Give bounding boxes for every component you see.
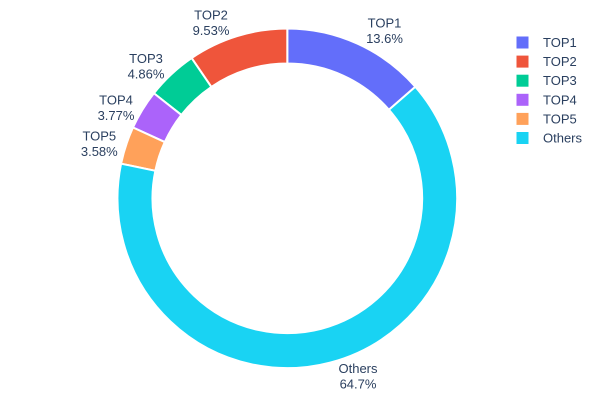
svg-text:13.6%: 13.6% xyxy=(366,31,403,46)
svg-text:3.58%: 3.58% xyxy=(81,144,118,159)
svg-text:TOP3: TOP3 xyxy=(129,51,163,66)
svg-text:TOP1: TOP1 xyxy=(543,35,577,50)
svg-text:4.86%: 4.86% xyxy=(128,66,165,81)
svg-text:9.53%: 9.53% xyxy=(193,23,230,38)
svg-text:64.7%: 64.7% xyxy=(340,377,377,392)
svg-text:TOP1: TOP1 xyxy=(368,16,402,31)
svg-text:TOP4: TOP4 xyxy=(99,92,133,107)
svg-text:TOP4: TOP4 xyxy=(543,92,577,107)
svg-text:TOP5: TOP5 xyxy=(543,111,577,126)
svg-text:3.77%: 3.77% xyxy=(98,108,135,123)
svg-text:TOP2: TOP2 xyxy=(543,54,577,69)
svg-text:Others: Others xyxy=(543,131,583,146)
svg-text:TOP3: TOP3 xyxy=(543,73,577,88)
svg-text:Others: Others xyxy=(338,361,378,376)
svg-text:TOP5: TOP5 xyxy=(82,129,116,144)
svg-text:TOP2: TOP2 xyxy=(194,7,228,22)
